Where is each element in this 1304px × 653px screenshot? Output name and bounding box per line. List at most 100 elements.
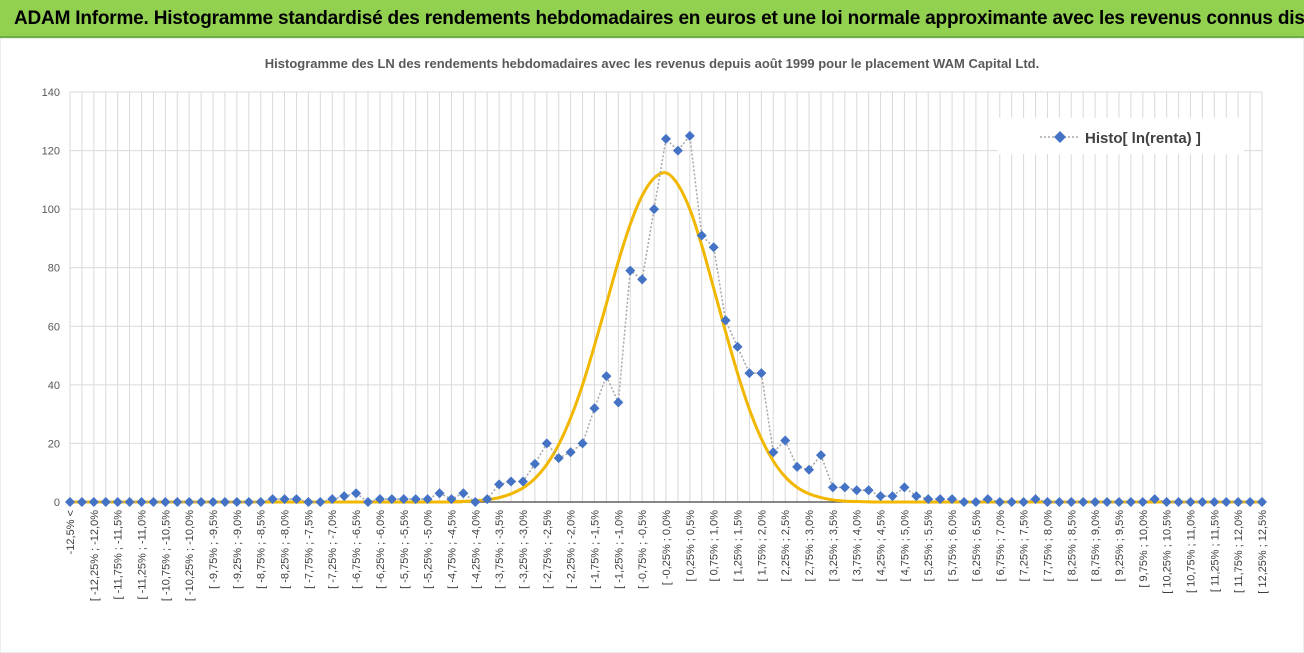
x-tick-label: [ -6,25% ; -6,0% — [375, 510, 387, 589]
histogram-point — [267, 494, 278, 505]
x-tick-label: [ 3,75% ; 4,0% — [852, 510, 864, 582]
histogram-point — [553, 453, 564, 464]
x-tick-label: [ 9,25% ; 9,5% — [1114, 510, 1126, 582]
histogram-point — [458, 488, 469, 499]
x-tick-label: [ -7,25% ; -7,0% — [327, 510, 339, 589]
y-tick-label: 40 — [48, 380, 60, 392]
histogram-point — [970, 497, 981, 507]
x-tick-label: [ -0,75% ; -0,5% — [637, 510, 649, 589]
y-axis-ticks: 0 20 40 60 80 100 120 140 — [42, 87, 60, 509]
histogram-point — [911, 491, 922, 502]
histogram-point — [1173, 497, 1184, 507]
histogram-point — [291, 494, 302, 505]
histogram-point — [613, 397, 624, 408]
histogram-point — [863, 485, 874, 496]
x-tick-label: -12,5% < — [65, 510, 77, 554]
normal-curve-line — [69, 171, 1263, 504]
histogram-point — [100, 497, 111, 507]
histogram-point — [76, 497, 87, 507]
histogram-point — [1018, 497, 1029, 507]
histogram-point — [1197, 497, 1208, 507]
histogram-point — [935, 494, 946, 505]
histogram-point — [744, 368, 755, 379]
histogram-point — [1185, 497, 1196, 507]
x-tick-label: [ -8,75% ; -8,5% — [256, 510, 268, 589]
histogram-point — [1102, 497, 1113, 507]
histogram-point — [982, 494, 993, 505]
header-banner: ADAM Informe. Histogramme standardisé de… — [0, 0, 1304, 38]
banner-title: ADAM Informe. Histogramme standardisé de… — [14, 8, 1304, 29]
x-tick-label: [ 0,75% ; 1,0% — [709, 510, 721, 582]
histogram-point — [1066, 497, 1077, 507]
x-tick-label: [ 10,75% ; 11,0% — [1185, 510, 1197, 593]
histogram-point — [1054, 497, 1065, 507]
histogram-point — [398, 494, 409, 505]
x-tick-label: [ 6,25% ; 6,5% — [971, 510, 983, 582]
histogram-point — [804, 464, 815, 475]
x-tick-label: [ -3,25% ; -3,0% — [518, 510, 530, 589]
y-tick-label: 0 — [54, 497, 60, 509]
x-tick-label: [ 11,25% ; 11,5% — [1209, 510, 1221, 592]
histogram-point — [65, 497, 75, 507]
x-tick-label: [ 8,75% ; 9,0% — [1090, 510, 1102, 582]
histogram-point — [482, 494, 493, 505]
vertical-gridlines — [69, 92, 1263, 502]
legend-box — [998, 118, 1244, 154]
histogram-point — [851, 485, 862, 496]
histogram-point — [351, 488, 362, 499]
y-tick-label: 60 — [48, 321, 60, 333]
histogram-point — [839, 482, 850, 493]
x-tick-label: [ 5,25% ; 5,5% — [923, 510, 935, 582]
histogram-point — [339, 491, 350, 502]
legend: Histo[ ln(renta) ] — [998, 118, 1244, 154]
histogram-point — [1137, 497, 1148, 507]
y-tick-label: 80 — [48, 263, 60, 275]
y-tick-label: 100 — [42, 204, 60, 216]
x-tick-label: [ -2,75% ; -2,5% — [542, 510, 554, 589]
histogram-point — [1149, 494, 1160, 505]
histogram-point — [196, 497, 207, 507]
histogram-point — [947, 494, 958, 505]
x-tick-label: [ -10,75% ; -10,5% — [160, 510, 172, 601]
x-tick-label: [ 12,25% ; 12,5% — [1257, 510, 1269, 594]
x-tick-label: [ -1,75% ; -1,5% — [589, 510, 601, 589]
histogram-point — [315, 497, 326, 507]
histogram-point — [136, 497, 147, 507]
histogram-point — [112, 497, 123, 507]
x-tick-label: [ 4,25% ; 4,5% — [876, 510, 888, 582]
histogram-point — [1161, 497, 1172, 507]
x-tick-label: [ -8,25% ; -8,0% — [280, 510, 292, 589]
histogram-point — [374, 494, 385, 505]
chart-area: Histogramme des LN des rendements hebdom… — [0, 38, 1304, 653]
chart-title: Histogramme des LN des rendements hebdom… — [265, 56, 1039, 71]
histogram-point — [601, 371, 612, 382]
x-tick-label: [ 7,75% ; 8,0% — [1042, 510, 1054, 582]
x-tick-label: [ 5,75% ; 6,0% — [947, 510, 959, 582]
histogram-point — [1125, 497, 1136, 507]
histogram-point — [184, 497, 195, 507]
x-tick-label: [ 11,75% ; 12,0% — [1233, 510, 1245, 593]
histogram-point — [732, 341, 743, 352]
histogram-point — [470, 497, 481, 507]
histogram-point — [529, 458, 540, 469]
histogram-point — [160, 497, 171, 507]
x-tick-label: [ -9,25% ; -9,0% — [232, 510, 244, 589]
histogram-point — [768, 447, 779, 458]
x-tick-label: [ -3,75% ; -3,5% — [494, 510, 506, 589]
x-tick-label: [ -6,75% ; -6,5% — [351, 510, 363, 589]
histogram-point — [446, 494, 457, 505]
histogram-point — [780, 435, 791, 446]
x-tick-label: [ -0,25% ; 0,0% — [661, 510, 673, 585]
x-tick-label: [ -11,25% ; -11,0% — [137, 510, 149, 600]
histogram-point — [148, 497, 159, 507]
x-tick-label: [ -7,75% ; -7,5% — [303, 510, 315, 589]
histogram-point — [410, 494, 421, 505]
histogram-point — [649, 204, 660, 215]
histogram-point — [625, 265, 636, 276]
histogram-point — [672, 145, 683, 156]
x-tick-label: [ 1,75% ; 2,0% — [756, 510, 768, 582]
histogram-point — [1113, 497, 1124, 507]
x-axis-ticks: -12,5% < [ -12,25% ; -12,0% [ -11,75% ; -1… — [65, 510, 1269, 601]
x-tick-label: [ 6,75% ; 7,0% — [995, 510, 1007, 582]
histogram-point — [219, 497, 230, 507]
